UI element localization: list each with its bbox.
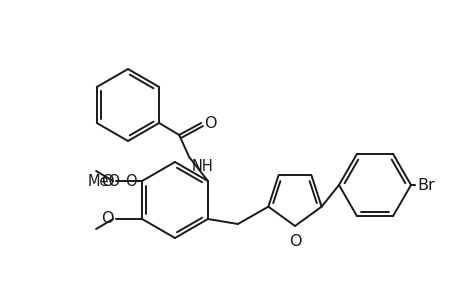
Text: O: O xyxy=(288,234,301,249)
Text: O: O xyxy=(101,212,114,226)
Text: O: O xyxy=(101,173,114,188)
Text: NH: NH xyxy=(191,159,213,174)
Text: MeO: MeO xyxy=(88,173,121,188)
Text: O: O xyxy=(204,116,216,130)
Text: Br: Br xyxy=(416,178,434,193)
Text: O: O xyxy=(125,173,137,188)
